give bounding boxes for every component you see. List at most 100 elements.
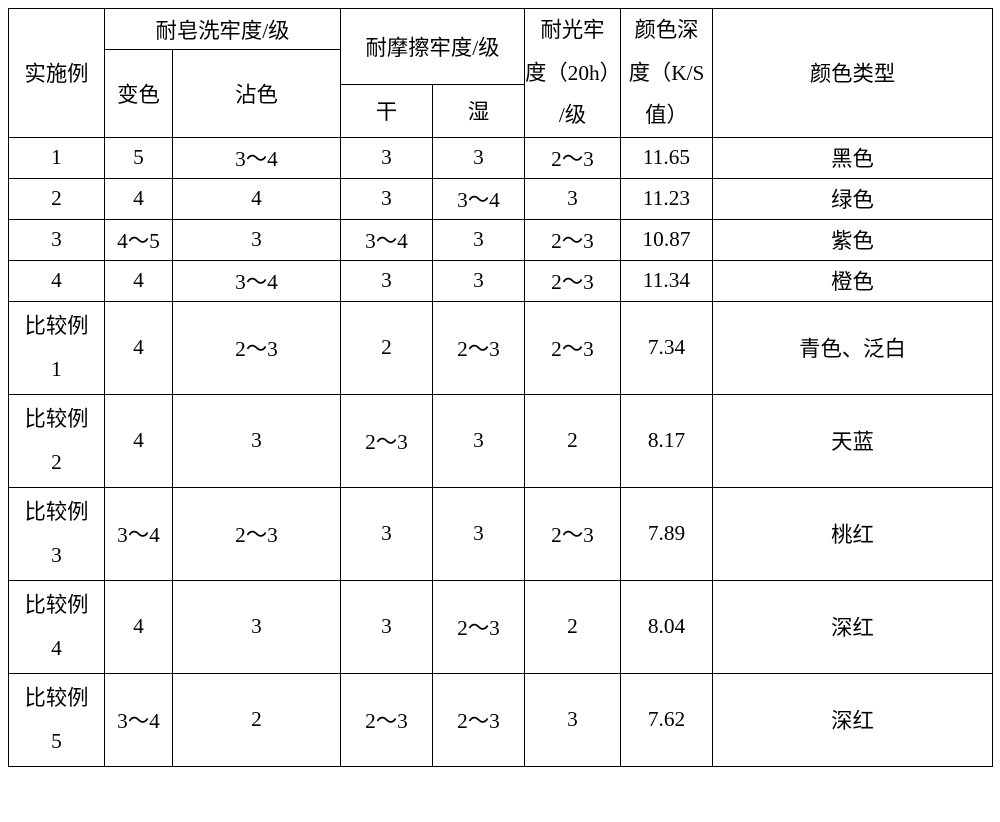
cell-zhanse: 3 [173, 219, 341, 260]
table-row: 3 4～5 3 3～4 3 2～3 10.87 紫色 [9, 219, 993, 260]
cell-type: 天蓝 [713, 394, 993, 487]
cell-light: 2～3 [525, 219, 621, 260]
cell-gan: 3～4 [341, 219, 433, 260]
cell-name-l2: 1 [9, 348, 104, 391]
cell-type: 桃红 [713, 487, 993, 580]
cell-name: 2 [9, 178, 105, 219]
cell-name-l1: 比较例 [9, 491, 104, 534]
cell-type: 橙色 [713, 260, 993, 301]
cell-gan: 3 [341, 580, 433, 673]
cell-name: 比较例2 [9, 394, 105, 487]
cell-shi: 3 [433, 260, 525, 301]
hdr-light: 耐光牢 度（20h） /级 [525, 9, 621, 138]
hdr-color-type: 颜色类型 [713, 9, 993, 138]
hdr-light-l2: 度（20h） [525, 52, 620, 95]
cell-type: 黑色 [713, 137, 993, 178]
cell-gan: 2 [341, 301, 433, 394]
cell-zhanse: 3 [173, 394, 341, 487]
cell-name-l1: 比较例 [9, 677, 104, 720]
cell-type: 深红 [713, 673, 993, 766]
cell-light: 2～3 [525, 487, 621, 580]
cell-name-l1: 比较例 [9, 305, 104, 348]
cell-shi: 3～4 [433, 178, 525, 219]
hdr-changese: 变色 [105, 50, 173, 138]
cell-changese: 4 [105, 301, 173, 394]
cell-name: 3 [9, 219, 105, 260]
hdr-soap-group: 耐皂洗牢度/级 [105, 9, 341, 50]
cell-light: 2 [525, 394, 621, 487]
hdr-depth-l3: 值） [621, 94, 712, 137]
cell-name-l2: 5 [9, 720, 104, 763]
cell-ks: 8.04 [621, 580, 713, 673]
cell-zhanse: 3～4 [173, 260, 341, 301]
cell-type: 绿色 [713, 178, 993, 219]
cell-shi: 2～3 [433, 301, 525, 394]
cell-shi: 3 [433, 487, 525, 580]
cell-light: 2～3 [525, 260, 621, 301]
cell-name-l2: 4 [9, 627, 104, 670]
cell-changese: 5 [105, 137, 173, 178]
cell-gan: 3 [341, 178, 433, 219]
table-row: 比较例3 3～4 2～3 3 3 2～3 7.89 桃红 [9, 487, 993, 580]
table-row: 比较例5 3～4 2 2～3 2～3 3 7.62 深红 [9, 673, 993, 766]
table-row: 比较例2 4 3 2～3 3 2 8.17 天蓝 [9, 394, 993, 487]
hdr-light-l1: 耐光牢 [525, 9, 620, 52]
hdr-rub-group: 耐摩擦牢度/级 [341, 9, 525, 85]
cell-name: 比较例3 [9, 487, 105, 580]
hdr-depth: 颜色深 度（K/S 值） [621, 9, 713, 138]
cell-type: 青色、泛白 [713, 301, 993, 394]
cell-shi: 3 [433, 219, 525, 260]
hdr-light-l3: /级 [525, 94, 620, 137]
cell-shi: 2～3 [433, 580, 525, 673]
cell-ks: 11.34 [621, 260, 713, 301]
cell-name-l2: 2 [9, 441, 104, 484]
hdr-depth-l2: 度（K/S [621, 52, 712, 95]
cell-zhanse: 3 [173, 580, 341, 673]
cell-name-l1: 比较例 [9, 398, 104, 441]
cell-ks: 7.34 [621, 301, 713, 394]
cell-zhanse: 3～4 [173, 137, 341, 178]
hdr-gan: 干 [341, 84, 433, 137]
cell-changese: 4 [105, 178, 173, 219]
cell-changese: 3～4 [105, 673, 173, 766]
cell-zhanse: 2～3 [173, 301, 341, 394]
cell-light: 2～3 [525, 301, 621, 394]
cell-name-l2: 3 [9, 534, 104, 577]
cell-shi: 3 [433, 394, 525, 487]
cell-gan: 2～3 [341, 673, 433, 766]
cell-ks: 8.17 [621, 394, 713, 487]
cell-ks: 11.23 [621, 178, 713, 219]
cell-shi: 2～3 [433, 673, 525, 766]
cell-zhanse: 4 [173, 178, 341, 219]
cell-name-l1: 比较例 [9, 584, 104, 627]
cell-light: 3 [525, 178, 621, 219]
hdr-shi: 湿 [433, 84, 525, 137]
cell-light: 2～3 [525, 137, 621, 178]
cell-changese: 4 [105, 580, 173, 673]
cell-name: 比较例5 [9, 673, 105, 766]
cell-name: 1 [9, 137, 105, 178]
hdr-zhanse: 沾色 [173, 50, 341, 138]
table-row: 1 5 3～4 3 3 2～3 11.65 黑色 [9, 137, 993, 178]
cell-ks: 7.62 [621, 673, 713, 766]
cell-changese: 4～5 [105, 219, 173, 260]
cell-gan: 3 [341, 260, 433, 301]
cell-ks: 10.87 [621, 219, 713, 260]
cell-changese: 3～4 [105, 487, 173, 580]
table-row: 比较例1 4 2～3 2 2～3 2～3 7.34 青色、泛白 [9, 301, 993, 394]
cell-gan: 3 [341, 137, 433, 178]
cell-name: 4 [9, 260, 105, 301]
fastness-table: 实施例 耐皂洗牢度/级 耐摩擦牢度/级 耐光牢 度（20h） /级 颜色深 度（… [8, 8, 993, 767]
cell-ks: 7.89 [621, 487, 713, 580]
table-row: 比较例4 4 3 3 2～3 2 8.04 深红 [9, 580, 993, 673]
cell-name: 比较例1 [9, 301, 105, 394]
cell-zhanse: 2 [173, 673, 341, 766]
cell-gan: 3 [341, 487, 433, 580]
cell-changese: 4 [105, 394, 173, 487]
cell-type: 深红 [713, 580, 993, 673]
cell-changese: 4 [105, 260, 173, 301]
cell-gan: 2～3 [341, 394, 433, 487]
cell-shi: 3 [433, 137, 525, 178]
table-row: 4 4 3～4 3 3 2～3 11.34 橙色 [9, 260, 993, 301]
cell-ks: 11.65 [621, 137, 713, 178]
